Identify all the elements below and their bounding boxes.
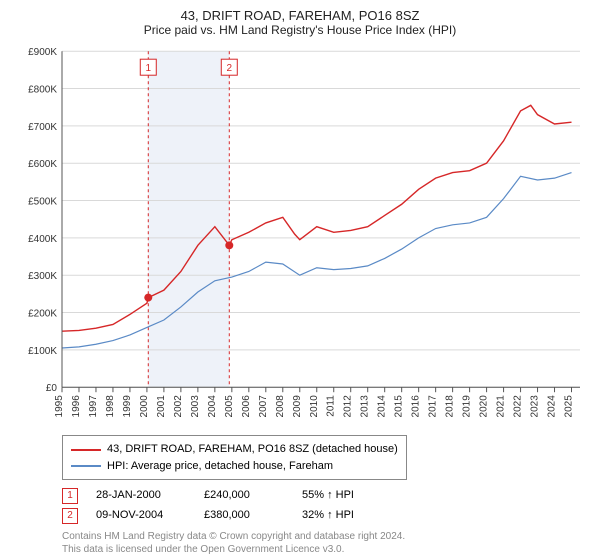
svg-text:£600K: £600K xyxy=(28,159,57,170)
svg-text:2000: 2000 xyxy=(139,395,150,418)
svg-text:2017: 2017 xyxy=(428,395,439,418)
marker-price-1: £240,000 xyxy=(204,486,284,506)
marker-badge-2: 2 xyxy=(62,508,78,524)
chart-container: 43, DRIFT ROAD, FAREHAM, PO16 8SZ Price … xyxy=(0,0,600,560)
svg-text:2019: 2019 xyxy=(462,395,473,418)
marker-badge-1: 1 xyxy=(62,488,78,504)
legend-item-1: 43, DRIFT ROAD, FAREHAM, PO16 8SZ (detac… xyxy=(71,441,398,458)
svg-text:£300K: £300K xyxy=(28,271,57,282)
svg-text:£900K: £900K xyxy=(28,47,57,58)
marker-date-2: 09-NOV-2004 xyxy=(96,506,186,526)
svg-text:2007: 2007 xyxy=(258,395,269,418)
marker-row-1: 1 28-JAN-2000 £240,000 55% ↑ HPI xyxy=(62,486,588,506)
svg-text:2001: 2001 xyxy=(156,395,167,418)
svg-text:2002: 2002 xyxy=(173,395,184,418)
svg-text:2009: 2009 xyxy=(292,395,303,418)
svg-text:2023: 2023 xyxy=(530,395,541,418)
svg-text:1996: 1996 xyxy=(71,395,82,418)
svg-text:2025: 2025 xyxy=(564,395,575,418)
legend-swatch-2 xyxy=(71,465,101,467)
svg-text:2008: 2008 xyxy=(275,395,286,418)
svg-text:2005: 2005 xyxy=(224,395,235,418)
svg-text:1995: 1995 xyxy=(54,395,65,418)
svg-text:2018: 2018 xyxy=(445,395,456,418)
legend-label-2: HPI: Average price, detached house, Fare… xyxy=(107,458,333,475)
svg-text:2012: 2012 xyxy=(343,395,354,418)
legend-item-2: HPI: Average price, detached house, Fare… xyxy=(71,458,398,475)
svg-text:1997: 1997 xyxy=(88,395,99,418)
svg-text:2: 2 xyxy=(227,63,233,74)
svg-text:2013: 2013 xyxy=(360,395,371,418)
marker-date-1: 28-JAN-2000 xyxy=(96,486,186,506)
legend-swatch-1 xyxy=(71,449,101,451)
svg-text:£400K: £400K xyxy=(28,234,57,245)
svg-text:2010: 2010 xyxy=(309,395,320,418)
svg-text:2014: 2014 xyxy=(377,395,388,418)
svg-text:2004: 2004 xyxy=(207,395,218,418)
svg-text:2003: 2003 xyxy=(190,395,201,418)
svg-text:£100K: £100K xyxy=(28,346,57,357)
svg-text:2015: 2015 xyxy=(394,395,405,418)
svg-text:2020: 2020 xyxy=(479,395,490,418)
svg-text:£800K: £800K xyxy=(28,85,57,96)
svg-text:2006: 2006 xyxy=(241,395,252,418)
footer-line-1: Contains HM Land Registry data © Crown c… xyxy=(62,530,588,543)
svg-text:2024: 2024 xyxy=(547,395,558,418)
svg-text:1: 1 xyxy=(145,63,151,74)
svg-text:2022: 2022 xyxy=(513,395,524,418)
svg-text:1998: 1998 xyxy=(105,395,116,418)
marker-pct-2: 32% ↑ HPI xyxy=(302,506,382,526)
marker-pct-1: 55% ↑ HPI xyxy=(302,486,382,506)
svg-text:2016: 2016 xyxy=(411,395,422,418)
marker-price-2: £380,000 xyxy=(204,506,284,526)
legend-label-1: 43, DRIFT ROAD, FAREHAM, PO16 8SZ (detac… xyxy=(107,441,398,458)
svg-text:£0: £0 xyxy=(46,383,58,394)
legend-box: 43, DRIFT ROAD, FAREHAM, PO16 8SZ (detac… xyxy=(62,435,407,480)
footer-attribution: Contains HM Land Registry data © Crown c… xyxy=(62,530,588,556)
svg-text:£700K: £700K xyxy=(28,122,57,133)
svg-text:2021: 2021 xyxy=(496,395,507,418)
svg-text:£200K: £200K xyxy=(28,309,57,320)
chart-plot-area: £0 £100K £200K £300K £400K £500K £600K £700K £80… xyxy=(12,45,588,431)
footer-line-2: This data is licensed under the Open Gov… xyxy=(62,543,588,556)
svg-text:1999: 1999 xyxy=(122,395,133,418)
chart-svg: £0 £100K £200K £300K £400K £500K £600K £700K £80… xyxy=(12,45,588,431)
chart-subtitle: Price paid vs. HM Land Registry's House … xyxy=(12,23,588,37)
chart-title: 43, DRIFT ROAD, FAREHAM, PO16 8SZ xyxy=(12,8,588,23)
marker-table: 1 28-JAN-2000 £240,000 55% ↑ HPI 2 09-NO… xyxy=(62,486,588,526)
svg-text:2011: 2011 xyxy=(326,395,337,417)
marker-row-2: 2 09-NOV-2004 £380,000 32% ↑ HPI xyxy=(62,506,588,526)
svg-text:£500K: £500K xyxy=(28,197,57,208)
